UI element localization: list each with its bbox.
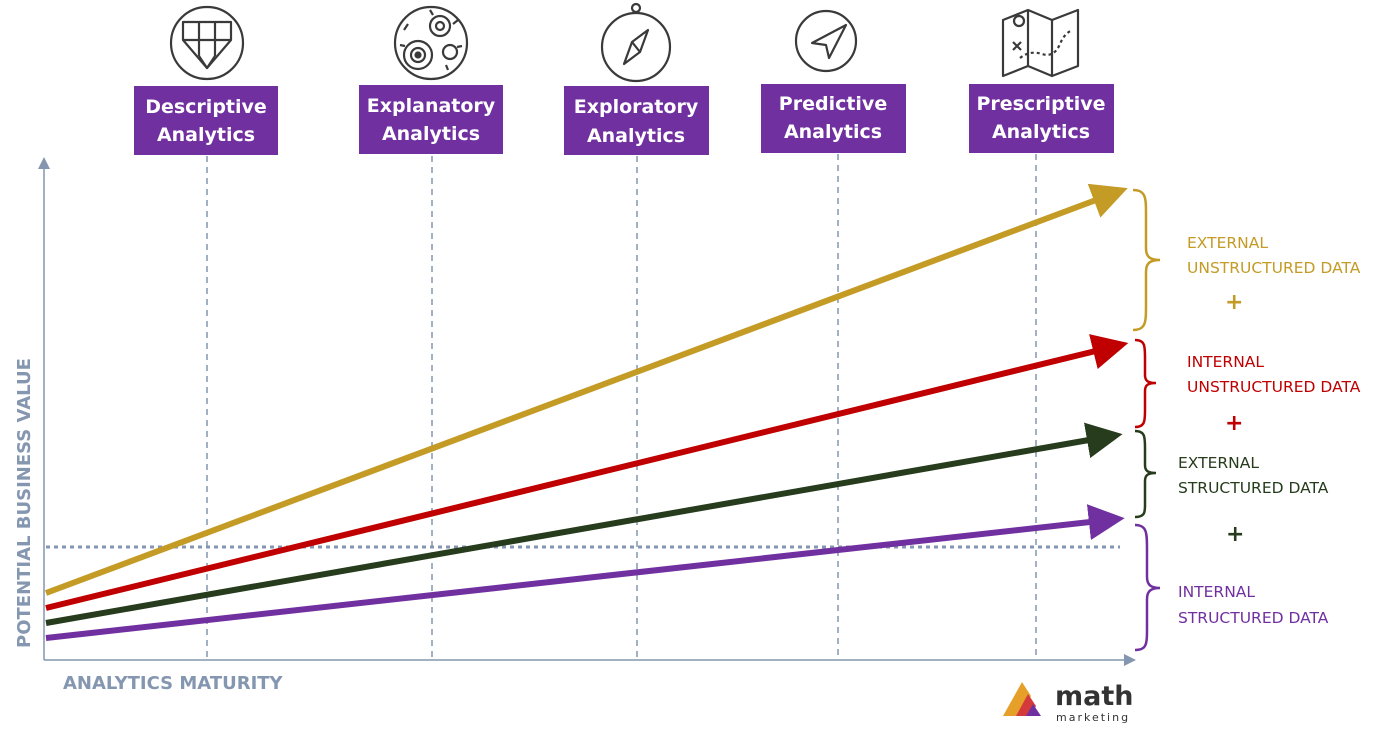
compass-icon [600,2,672,83]
stage-label-line2: Analytics [784,121,882,143]
stage-predictive: Predictive Analytics [761,84,906,153]
logo-sub: marketing [1056,711,1130,724]
stage-exploratory: Exploratory Analytics [564,86,709,155]
stage-box [969,84,1114,153]
stage-label-line1: Descriptive [145,96,267,118]
stage-prescriptive: Prescriptive Analytics [969,84,1114,153]
treasure-map-icon [1001,8,1080,78]
stage-label-line1: Prescriptive [976,93,1105,115]
stage-guides [206,154,1037,660]
label-internal-structured-line1: INTERNAL [1178,583,1255,601]
stage-box [761,84,906,153]
label-external-unstructured-line1: EXTERNAL [1187,234,1268,252]
stage-box [564,86,709,155]
x-axis-label: ANALYTICS MATURITY [63,673,284,694]
stage-label-line1: Predictive [779,93,887,115]
label-internal-structured-line2: STRUCTURED DATA [1178,609,1329,627]
stage-label-line2: Analytics [157,124,255,146]
arrow-internal-structured [45,504,1125,641]
logo-name: math [1055,681,1133,712]
stage-label-line2: Analytics [587,125,685,147]
arrow-internal-unstructured [45,334,1129,611]
stage-label-line2: Analytics [992,121,1090,143]
y-axis-label: POTENTIAL BUSINESS VALUE [14,358,35,648]
label-external-structured-line2: STRUCTURED DATA [1178,479,1329,497]
plus-red: + [1225,411,1243,436]
gears-icon [393,5,469,81]
stage-label-line1: Explanatory [367,95,496,117]
plus-green: + [1226,522,1244,547]
stage-label-line2: Analytics [382,123,480,145]
brace-internal-structured [1134,523,1161,652]
plus-gold: + [1225,290,1243,315]
brace-internal-unstructured [1134,338,1157,429]
pencil-tip-icon [169,5,245,81]
brace-external-structured [1134,429,1157,519]
label-internal-unstructured-line2: UNSTRUCTURED DATA [1187,378,1361,396]
label-internal-unstructured-line1: INTERNAL [1187,353,1264,371]
label-external-structured-line1: EXTERNAL [1178,454,1259,472]
stage-explanatory: Explanatory Analytics [359,85,503,154]
arrow-external-structured [45,422,1123,626]
stage-descriptive: Descriptive Analytics [134,86,278,155]
navigation-arrow-icon [794,9,858,73]
stage-box [134,86,278,155]
stage-box [359,85,503,154]
brace-external-unstructured [1132,188,1161,332]
math-marketing-logo: math marketing [1003,681,1133,724]
label-external-unstructured-line2: UNSTRUCTURED DATA [1187,259,1361,277]
stage-label-line1: Exploratory [574,96,699,118]
arrow-external-unstructured [44,183,1128,596]
